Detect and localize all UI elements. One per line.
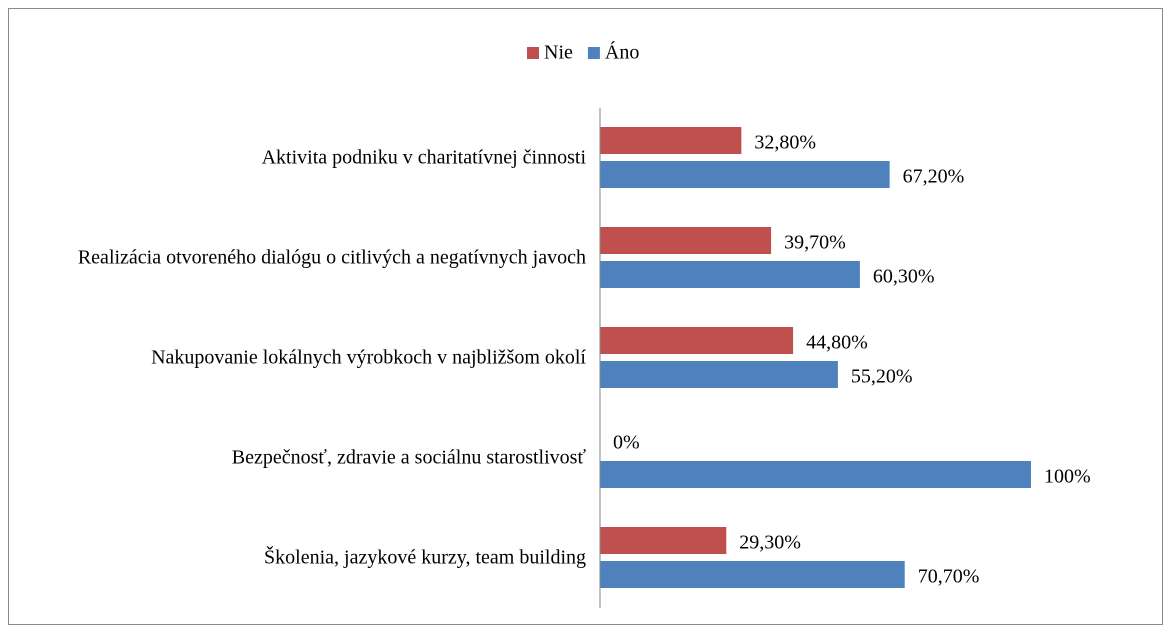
data-label: 39,70%: [784, 232, 846, 254]
y-tick-label: Aktivita podniku v charitatívnej činnost…: [261, 146, 586, 169]
legend-swatch: [527, 47, 539, 59]
bar: [600, 461, 1031, 488]
y-tick-label: Školenia, jazykové kurzy, team building: [264, 546, 586, 569]
data-label: 55,20%: [851, 366, 913, 388]
y-tick-label: Nakupovanie lokálnych výrobkoch v najbli…: [151, 346, 586, 369]
data-label: 32,80%: [754, 132, 816, 154]
bar: [600, 127, 742, 154]
data-label: 67,20%: [903, 166, 965, 188]
chart-border: [8, 8, 1163, 625]
data-label: 44,80%: [806, 332, 868, 354]
legend-swatch: [587, 47, 600, 59]
y-tick-label: Bezpečnosť, zdravie a sociálnu starostli…: [231, 446, 586, 469]
bar: [600, 561, 905, 588]
bar: [600, 361, 838, 388]
bar: [600, 261, 860, 288]
data-label: 29,30%: [739, 532, 801, 554]
y-tick-label: Realizácia otvoreného dialógu o citlivýc…: [77, 246, 586, 269]
bar: [600, 161, 890, 188]
data-label: 70,70%: [918, 566, 980, 588]
bar: [600, 527, 727, 554]
data-label: 60,30%: [873, 266, 935, 288]
legend-label: Áno: [605, 41, 639, 64]
bar: [600, 227, 772, 254]
data-label: 100%: [1044, 466, 1091, 488]
bar: [600, 327, 794, 354]
legend-label: Nie: [544, 42, 573, 64]
data-label: 0%: [613, 432, 640, 454]
